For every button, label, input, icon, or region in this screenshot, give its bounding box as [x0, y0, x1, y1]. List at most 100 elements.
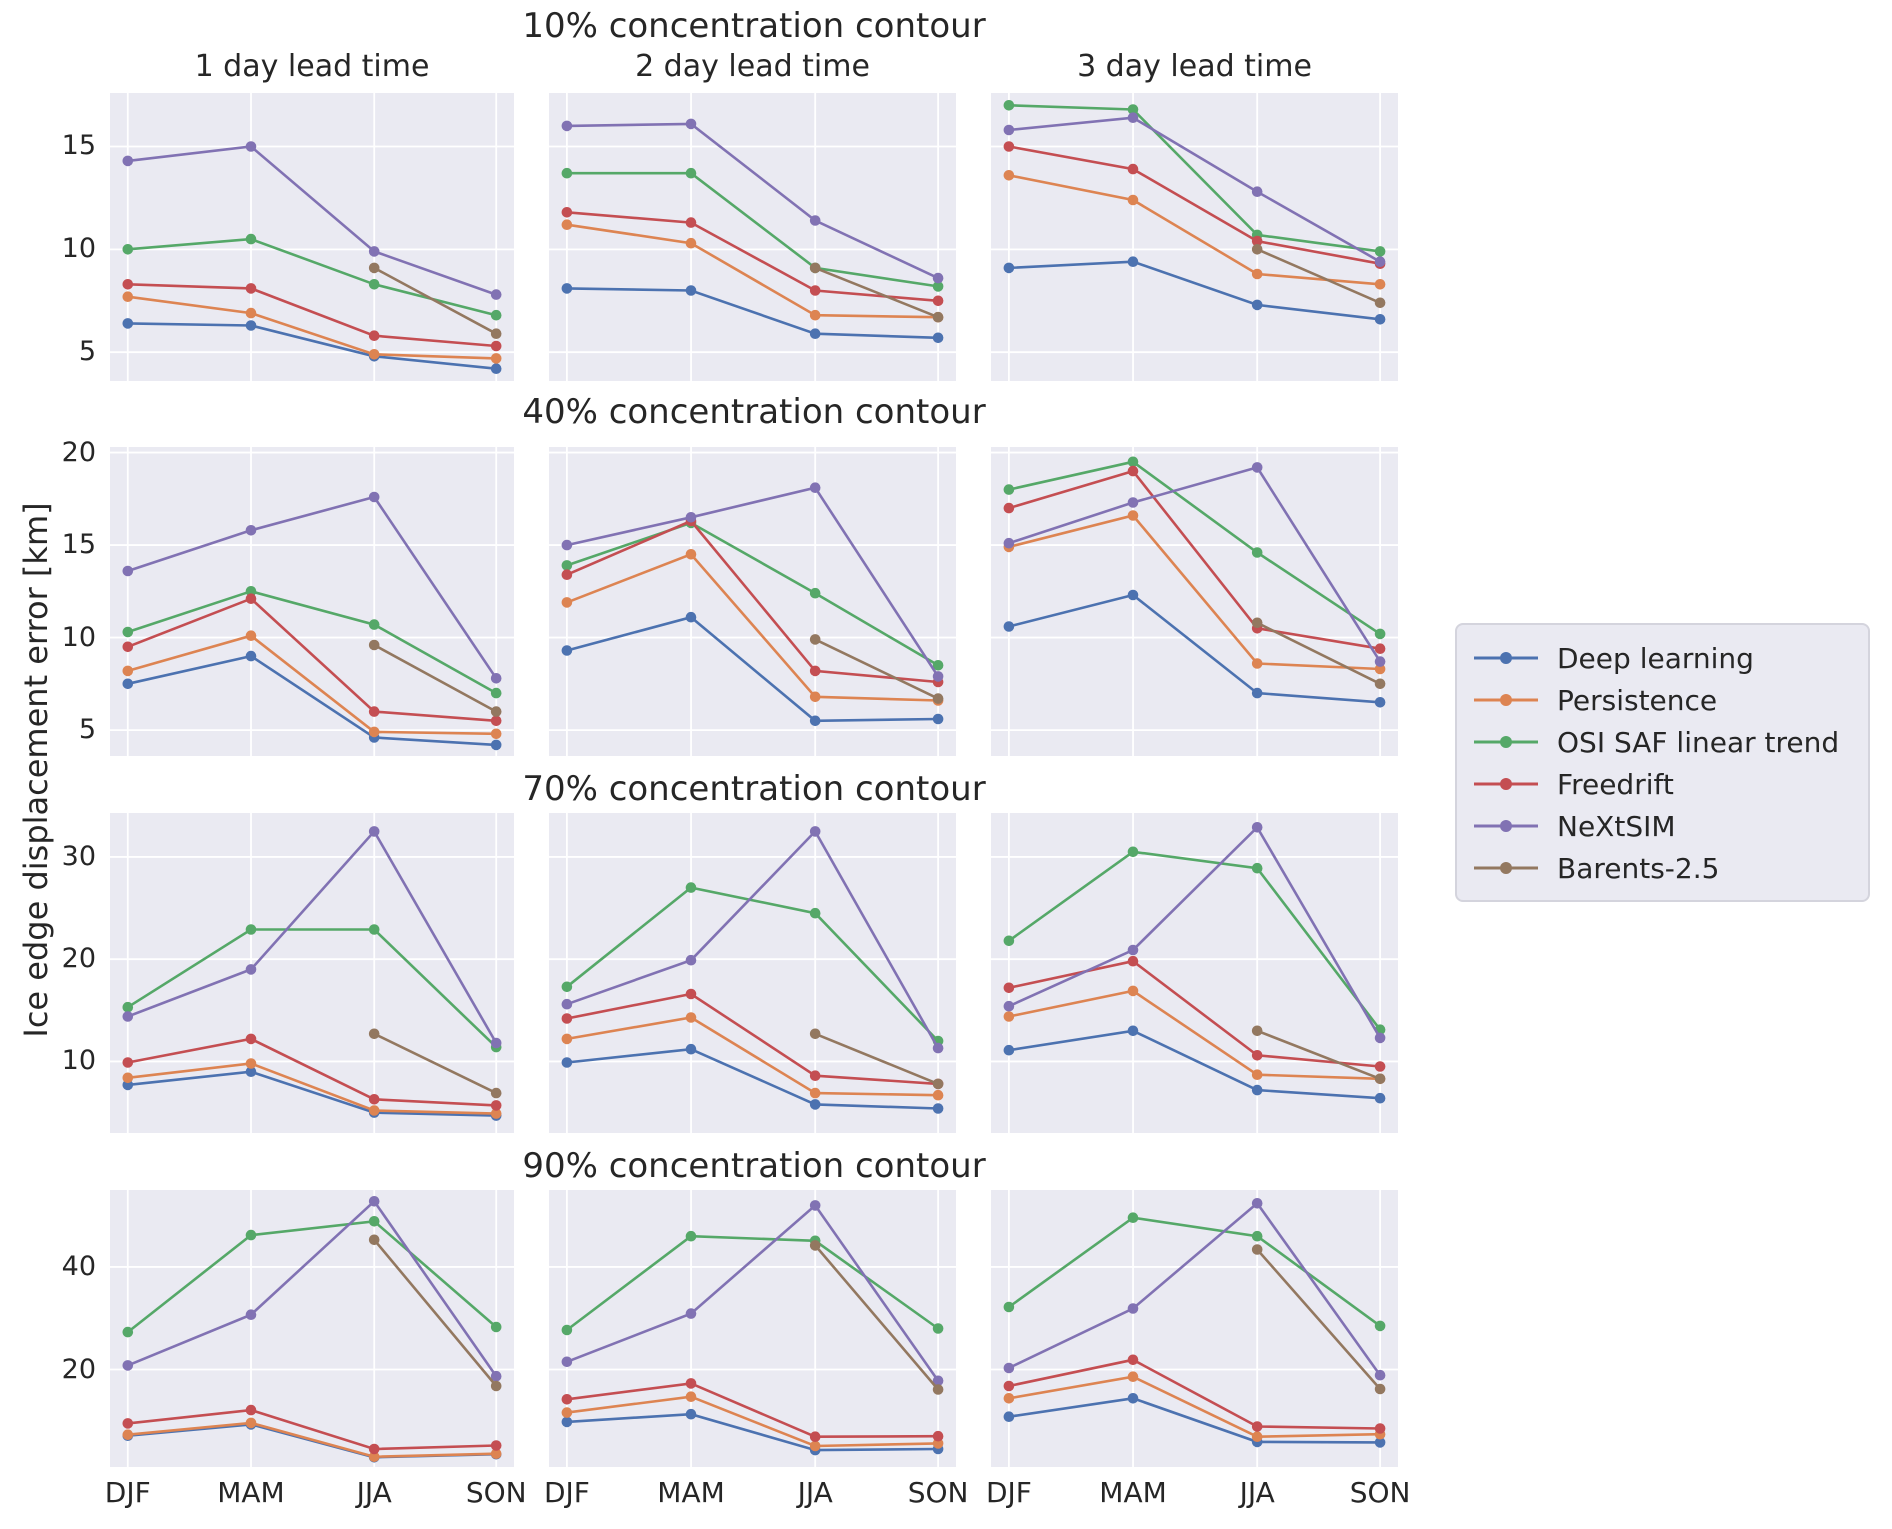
series-nextsim	[561, 826, 944, 1054]
data-point	[1251, 1244, 1263, 1255]
data-point	[1251, 268, 1263, 280]
data-point	[490, 673, 502, 684]
panel-40-1-day-lead-time	[110, 447, 514, 756]
data-point	[1127, 1212, 1139, 1223]
series-osi-saf-linear-trend	[122, 924, 502, 1053]
series-freedrift	[561, 515, 944, 688]
data-point	[122, 1429, 134, 1440]
data-point	[932, 693, 944, 704]
row-title-10pct: 10% concentration contour	[522, 6, 986, 46]
data-point	[809, 215, 821, 226]
series-barents-2-5	[1251, 1025, 1386, 1085]
y-tick-label: 10	[61, 1045, 96, 1077]
legend-item-persistence: Persistence	[1471, 679, 1868, 721]
data-point	[1127, 497, 1139, 508]
data-point	[685, 882, 697, 893]
data-point	[122, 665, 134, 677]
data-point	[490, 1321, 502, 1333]
series-barents-2-5	[809, 634, 944, 704]
data-point	[1374, 297, 1386, 309]
series-freedrift	[122, 1033, 502, 1111]
series-persistence	[1003, 1371, 1386, 1442]
data-point	[1374, 1383, 1386, 1395]
data-point	[1374, 1437, 1386, 1448]
data-point	[685, 549, 697, 560]
data-point	[245, 320, 257, 331]
series-persistence	[122, 1417, 502, 1462]
row-title-40pct: 40% concentration contour	[522, 392, 986, 432]
data-point	[1251, 658, 1263, 669]
x-tick-label: DJF	[985, 1476, 1032, 1509]
data-point	[685, 611, 697, 623]
data-point	[368, 279, 380, 290]
col-title-2day: 2 day lead time	[635, 49, 870, 84]
y-tick-label: 10	[61, 621, 96, 653]
data-point	[368, 1216, 380, 1227]
data-point	[1374, 1320, 1386, 1332]
data-point	[245, 233, 257, 245]
series-osi-saf-linear-trend	[122, 1216, 502, 1338]
data-point	[561, 1394, 573, 1405]
series-deep-learning	[1003, 589, 1386, 708]
series-deep-learning	[561, 1408, 944, 1456]
series-barents-2-5	[809, 1240, 944, 1395]
data-point	[932, 311, 944, 323]
data-point	[368, 1094, 380, 1105]
data-point	[809, 262, 821, 274]
data-point	[1127, 510, 1139, 521]
data-point	[809, 665, 821, 677]
y-tick-label: 5	[78, 336, 96, 368]
data-point	[561, 283, 573, 294]
data-point	[1251, 1198, 1263, 1209]
data-point	[809, 1431, 821, 1442]
y-tick-label: 15	[61, 529, 96, 561]
col-title-1day: 1 day lead time	[194, 49, 430, 84]
data-point	[1127, 456, 1139, 468]
data-point	[561, 207, 573, 218]
data-point	[561, 1416, 573, 1428]
data-point	[245, 1417, 257, 1429]
data-point	[368, 1196, 380, 1207]
data-point	[490, 289, 502, 300]
data-point	[685, 954, 697, 966]
data-point	[561, 645, 573, 656]
data-point	[490, 728, 502, 740]
panel-10-3-day-lead-time	[991, 93, 1398, 381]
legend-label: Freedrift	[1557, 767, 1674, 801]
data-point	[245, 1404, 257, 1416]
data-point	[1251, 862, 1263, 874]
data-point	[809, 1087, 821, 1099]
panel-70-1-day-lead-time	[110, 813, 514, 1133]
data-point	[561, 1057, 573, 1068]
data-point	[245, 964, 257, 975]
series-osi-saf-linear-trend	[561, 882, 944, 1047]
legend-line-sample	[1474, 694, 1538, 706]
data-point	[932, 1384, 944, 1395]
data-point	[1374, 246, 1386, 257]
data-point	[561, 539, 573, 551]
panel-10-2-day-lead-time	[549, 93, 956, 381]
series-freedrift	[122, 593, 502, 727]
data-point	[932, 332, 944, 344]
data-point	[1003, 141, 1015, 152]
data-point	[932, 1375, 944, 1387]
series-nextsim	[561, 482, 944, 682]
data-point	[1003, 537, 1015, 549]
data-point	[122, 641, 134, 653]
x-tick-label: JJA	[356, 1476, 392, 1509]
data-point	[1251, 547, 1263, 558]
data-point	[1003, 124, 1015, 136]
data-point	[122, 1418, 134, 1429]
x-tick-label: SON	[1349, 1476, 1411, 1509]
data-point	[1003, 262, 1015, 274]
series-freedrift	[561, 207, 944, 307]
data-point	[1251, 186, 1263, 197]
data-point	[809, 907, 821, 919]
data-point	[932, 660, 944, 671]
data-point	[490, 328, 502, 339]
data-point	[1127, 846, 1139, 858]
y-tick-label: 30	[61, 840, 96, 872]
data-point	[245, 924, 257, 935]
series-persistence	[1003, 510, 1386, 675]
series-freedrift	[1003, 141, 1386, 269]
